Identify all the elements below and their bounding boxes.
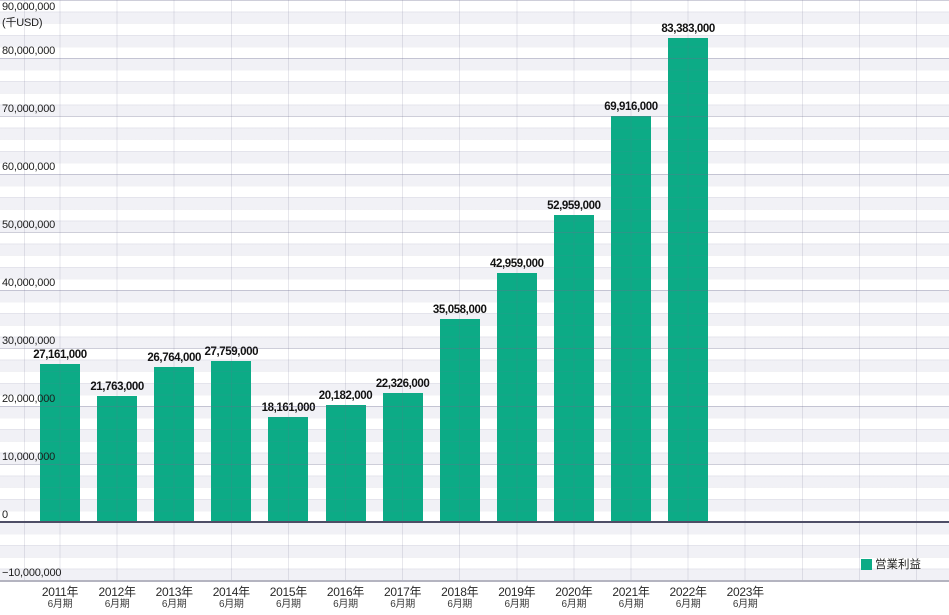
bar-value-label: 69,916,000 <box>604 101 658 114</box>
x-axis-label-2014年: 2014年 6月期 <box>202 585 260 611</box>
plot-area: 27,161,000 21,763,000 26,764,000 27,759,000… <box>0 0 949 582</box>
x-axis-year: 2020年 <box>555 585 593 599</box>
x-axis-term: 6月期 <box>218 599 244 610</box>
x-axis-term: 6月期 <box>504 599 530 610</box>
y-axis-tick-label: 90,000,000 <box>2 1 56 13</box>
x-axis-term: 6月期 <box>732 599 758 610</box>
x-axis-year: 2011年 <box>41 585 79 599</box>
x-axis-year: 2022年 <box>669 585 707 599</box>
x-axis-year: 2018年 <box>441 585 479 599</box>
x-axis-label-2021年: 2021年 6月期 <box>602 585 660 611</box>
legend-swatch-icon <box>861 558 872 570</box>
x-axis-year: 2023年 <box>726 585 765 599</box>
x-axis-label-2017年: 2017年 6月期 <box>374 585 432 611</box>
zero-axis-line <box>0 521 949 523</box>
x-axis-year: 2019年 <box>498 585 536 599</box>
x-axis-label-2019年: 2019年 6月期 <box>488 585 546 611</box>
bar-value-label: 35,058,000 <box>432 303 487 316</box>
bar-value-label: 27,759,000 <box>204 345 259 358</box>
bar-2014年[interactable] <box>211 360 252 521</box>
bar-value-label: 22,326,000 <box>375 377 430 390</box>
bar-2018年[interactable] <box>439 318 480 521</box>
x-axis-label-2016年: 2016年 6月期 <box>317 585 375 611</box>
x-axis-label-2020年: 2020年 6月期 <box>545 585 603 611</box>
x-axis-term: 6月期 <box>104 599 130 610</box>
x-axis-label-2015年: 2015年 6月期 <box>259 585 317 611</box>
bar-2016年[interactable] <box>325 404 366 521</box>
bar-2011年[interactable] <box>40 364 80 521</box>
chart-bottom-border <box>0 580 949 582</box>
bar-2020年[interactable] <box>553 214 594 521</box>
y-axis-tick-label: 20,000,000 <box>2 393 56 405</box>
x-axis-year: 2017年 <box>383 585 422 599</box>
bar-value-label: 83,383,000 <box>661 23 715 36</box>
bar-value-label: 20,182,000 <box>318 389 373 402</box>
x-axis-term: 6月期 <box>47 599 73 610</box>
x-axis-year: 2014年 <box>212 585 251 599</box>
y-axis-tick-label: 10,000,000 <box>2 451 56 463</box>
y-axis-tick-label: −10,000,000 <box>2 567 62 579</box>
y-axis-tick-label: 30,000,000 <box>2 335 56 347</box>
y-axis-tick-label: 50,000,000 <box>2 219 56 231</box>
x-axis-term: 6月期 <box>276 599 301 610</box>
x-axis-year: 2016年 <box>326 585 365 599</box>
x-axis-term: 6月期 <box>561 599 587 610</box>
bar-value-label: 42,959,000 <box>490 257 544 270</box>
x-axis-label-2023年: 2023年 6月期 <box>716 585 774 611</box>
x-axis-term: 6月期 <box>447 599 473 610</box>
bar-2019年[interactable] <box>496 272 537 521</box>
x-axis-term: 6月期 <box>390 599 415 610</box>
x-axis-year: 2021年 <box>612 585 650 599</box>
x-axis-year: 2013年 <box>155 585 194 599</box>
x-axis-term: 6月期 <box>333 599 358 610</box>
bar-2017年[interactable] <box>382 392 423 521</box>
x-axis-label-2011年: 2011年 6月期 <box>31 585 89 611</box>
x-axis-label-2022年: 2022年 6月期 <box>659 585 717 611</box>
bar-value-label: 26,764,000 <box>147 351 201 364</box>
bar-value-label: 18,161,000 <box>261 401 316 414</box>
y-axis-tick-label: 70,000,000 <box>2 103 56 115</box>
bar-2022年[interactable] <box>668 38 709 521</box>
bar-value-label: 27,161,000 <box>33 349 87 362</box>
bar-value-label: 52,959,000 <box>547 199 601 212</box>
legend-label: 営業利益 <box>875 559 921 571</box>
bar-2015年[interactable] <box>268 416 309 521</box>
bar-2013年[interactable] <box>154 366 195 521</box>
x-axis-label-2013年: 2013年 6月期 <box>145 585 203 611</box>
legend[interactable]: 営業利益 <box>861 556 921 572</box>
x-axis-term: 6月期 <box>618 599 644 610</box>
bar-value-label: 21,763,000 <box>90 380 144 393</box>
y-axis-tick-label: 80,000,000 <box>2 45 56 57</box>
y-axis-tick-label: 40,000,000 <box>2 277 56 289</box>
y-axis-tick-label: 60,000,000 <box>2 161 56 173</box>
bar-2021年[interactable] <box>611 116 651 521</box>
y-axis-tick-label: 0 <box>2 509 8 521</box>
bars-layer: 27,161,000 21,763,000 26,764,000 27,759,000… <box>33 23 715 521</box>
bar-2012年[interactable] <box>97 395 138 521</box>
x-axis-label-2018年: 2018年 6月期 <box>431 585 489 611</box>
x-axis-year: 2015年 <box>269 585 308 599</box>
x-axis-year: 2012年 <box>98 585 136 599</box>
x-axis-term: 6月期 <box>675 599 701 610</box>
y-axis-unit-label: (千USD) <box>2 17 43 29</box>
x-axis-label-2012年: 2012年 6月期 <box>88 585 146 611</box>
x-axis-term: 6月期 <box>161 599 187 610</box>
